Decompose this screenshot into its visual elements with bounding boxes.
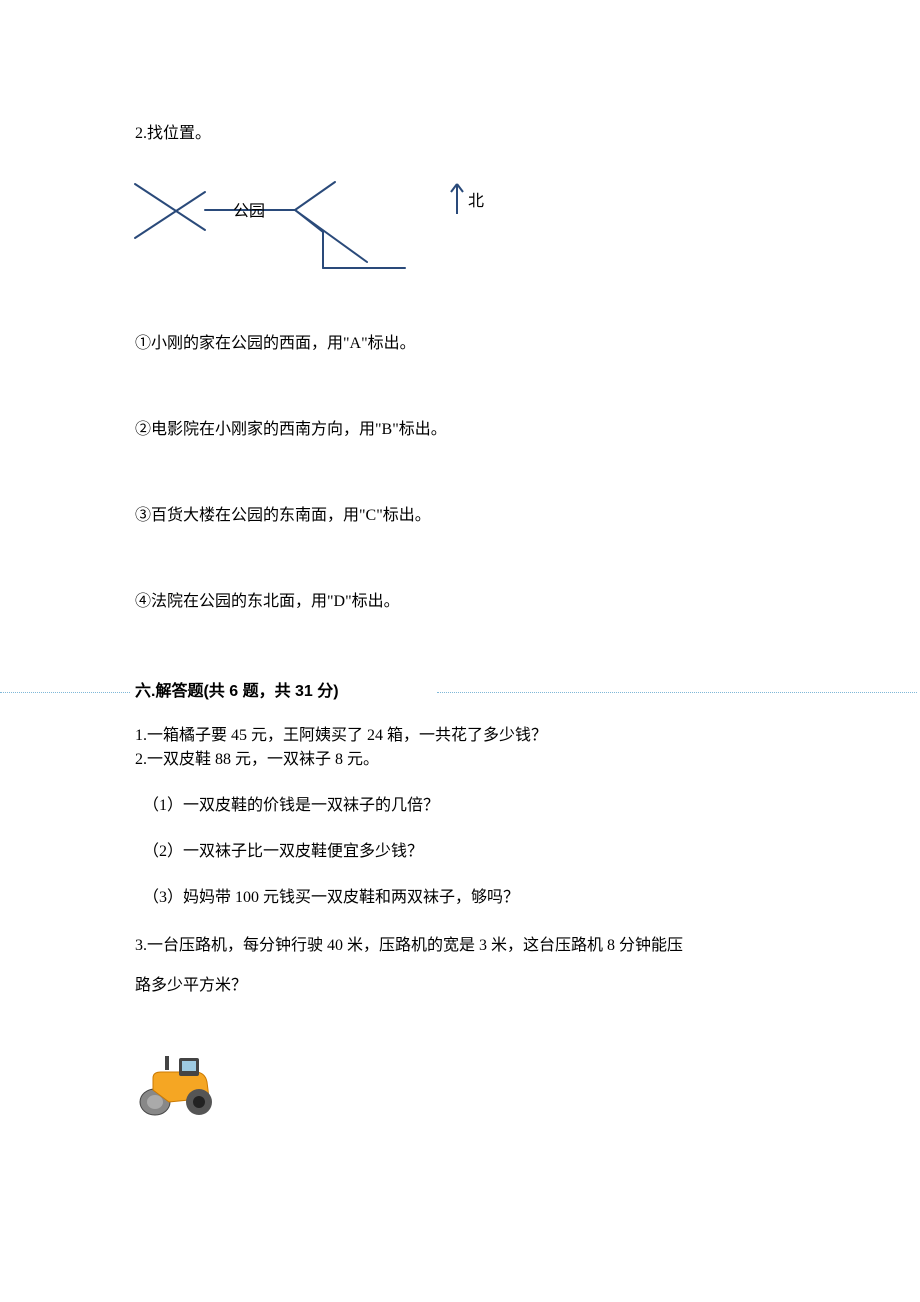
question-2-item-4: ④法院在公园的东北面，用"D"标出。 <box>135 590 400 614</box>
section-6-title: 六.解答题(共 6 题，共 31 分) <box>135 683 339 700</box>
question-2-item-1: ①小刚的家在公园的西面，用"A"标出。 <box>135 332 416 356</box>
question-2-title: 2.找位置。 <box>135 122 211 146</box>
location-diagram: 公园 北 <box>125 170 485 290</box>
section-6-question-3-line-1: 3.一台压路机，每分钟行驶 40 米，压路机的宽是 3 米，这台压路机 8 分钟… <box>135 934 785 958</box>
question-2-item-2: ②电影院在小刚家的西南方向，用"B"标出。 <box>135 418 447 442</box>
section-divider-left <box>0 692 130 693</box>
svg-text:北: 北 <box>468 192 484 210</box>
road-roller-icon <box>135 1048 223 1118</box>
svg-text:公园: 公园 <box>233 203 265 220</box>
section-6-question-2-part-1: （1）一双皮鞋的价钱是一双袜子的几倍？ <box>143 794 793 818</box>
section-6-question-2-stem: 2.一双皮鞋 88 元，一双袜子 8 元。 <box>135 748 785 772</box>
section-6-question-2-part-3: （3）妈妈带 100 元钱买一双皮鞋和两双袜子，够吗？ <box>143 886 793 910</box>
section-6-question-1: 1.一箱橘子要 45 元，王阿姨买了 24 箱，一共花了多少钱？ <box>135 724 785 748</box>
section-6-question-2-part-2: （2）一双袜子比一双皮鞋便宜多少钱？ <box>143 840 793 864</box>
section-6-question-3-line-2: 路多少平方米？ <box>135 974 785 998</box>
question-2-item-3: ③百货大楼在公园的东南面，用"C"标出。 <box>135 504 431 528</box>
